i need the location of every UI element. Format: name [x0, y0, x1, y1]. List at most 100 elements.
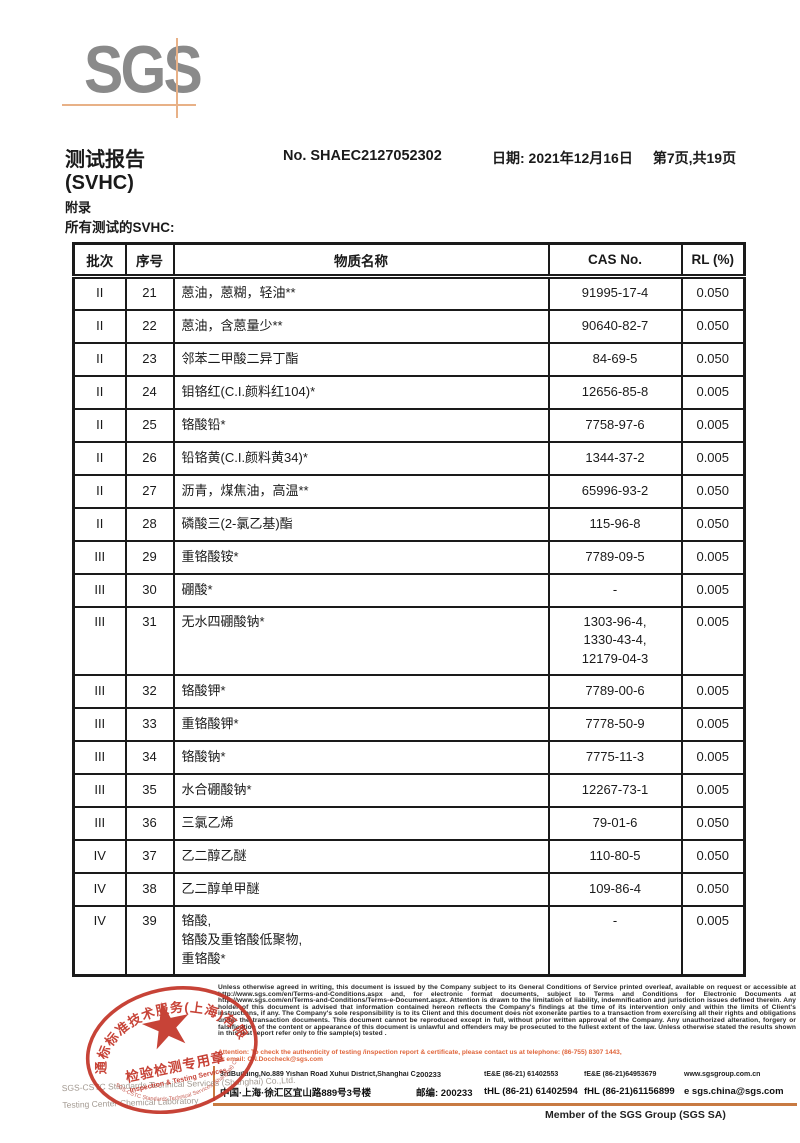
- cell-rl: 0.005: [680, 674, 746, 710]
- cell-seq: 28: [124, 506, 175, 542]
- table-row: II 25 铬酸铅* 7758-97-6 0.005: [72, 407, 746, 443]
- cell-batch: IV: [72, 905, 127, 977]
- cell-cas: 7778-50-9: [547, 707, 683, 743]
- cell-batch: II: [72, 407, 127, 443]
- report-date: 日期: 2021年12月16日: [492, 150, 633, 166]
- cell-substance: 三氯乙烯: [172, 806, 550, 842]
- table-row: III 36 三氯乙烯 79-01-6 0.050: [72, 806, 746, 842]
- cell-substance: 铬酸铅*: [172, 407, 550, 443]
- address-cn-zip: 邮编: 200233: [416, 1087, 473, 1099]
- table-row: III 34 铬酸钠* 7775-11-3 0.005: [72, 740, 746, 776]
- address-row-en: 3rdBuilding,No.889 Yishan Road Xuhui Dis…: [220, 1066, 797, 1082]
- website: www.sgsgroup.com.cn: [684, 1070, 761, 1078]
- stamp-star-icon: [141, 1002, 189, 1050]
- date-page-row: 日期: 2021年12月16日 第7页,共19页: [492, 148, 736, 168]
- cell-batch: III: [72, 674, 127, 710]
- cell-cas: 7789-09-5: [547, 539, 683, 575]
- cell-batch: II: [72, 341, 127, 377]
- cell-seq: 33: [124, 707, 175, 743]
- table-row: IV 37 乙二醇乙醚 110-80-5 0.050: [72, 839, 746, 875]
- cell-substance: 无水四硼酸钠*: [172, 605, 550, 677]
- cell-rl: 0.050: [680, 839, 746, 875]
- cell-rl: 0.050: [680, 506, 746, 542]
- cell-rl: 0.050: [680, 473, 746, 509]
- cell-batch: II: [72, 308, 127, 344]
- sgs-logo: SGS: [84, 31, 203, 108]
- cell-seq: 27: [124, 473, 175, 509]
- cell-cas: 12656-85-8: [547, 374, 683, 410]
- cell-cas: 7789-00-6: [547, 674, 683, 710]
- cell-rl: 0.050: [680, 308, 746, 344]
- col-header-substance: 物质名称: [172, 242, 550, 279]
- cell-rl: 0.005: [680, 707, 746, 743]
- address-cn: 中国·上海·徐汇区宜山路889号3号楼: [220, 1087, 371, 1099]
- address-en-zip: 200233: [416, 1069, 442, 1079]
- cell-substance: 蒽油，蒽糊，轻油**: [172, 275, 550, 311]
- cell-seq: 22: [124, 308, 175, 344]
- cell-seq: 23: [124, 341, 175, 377]
- cell-cas: 91995-17-4: [547, 275, 683, 311]
- cell-seq: 32: [124, 674, 175, 710]
- cell-seq: 29: [124, 539, 175, 575]
- cell-substance: 乙二醇单甲醚: [172, 872, 550, 908]
- tel-en: tE&E (86-21) 61402553: [484, 1070, 559, 1078]
- cell-cas: 84-69-5: [547, 341, 683, 377]
- cell-rl: 0.005: [680, 407, 746, 443]
- cell-rl: 0.050: [680, 872, 746, 908]
- cell-substance: 沥青，煤焦油，高温**: [172, 473, 550, 509]
- cell-rl: 0.005: [680, 539, 746, 575]
- cell-batch: III: [72, 773, 127, 809]
- cell-seq: 35: [124, 773, 175, 809]
- cell-substance: 乙二醇乙醚: [172, 839, 550, 875]
- cell-rl: 0.005: [680, 605, 746, 677]
- cell-substance: 邻苯二甲酸二异丁酯: [172, 341, 550, 377]
- cell-substance: 重铬酸钾*: [172, 707, 550, 743]
- report-title: 测试报告: [65, 149, 145, 171]
- cell-substance: 硼酸*: [172, 572, 550, 608]
- cell-substance: 铬酸, 铬酸及重铬酸低聚物, 重铬酸*: [172, 905, 550, 977]
- cell-seq: 21: [124, 275, 175, 311]
- table-row: II 24 钼铬红(C.I.颜料红104)* 12656-85-8 0.005: [72, 374, 746, 410]
- cell-cas: 12267-73-1: [547, 773, 683, 809]
- table-row: II 21 蒽油，蒽糊，轻油** 91995-17-4 0.050: [72, 275, 746, 311]
- cell-batch: III: [72, 806, 127, 842]
- table-row: III 31 无水四硼酸钠* 1303-96-4, 1330-43-4, 12179-…: [72, 605, 746, 677]
- attention-line1: Attention: To check the authenticity of …: [218, 1049, 622, 1056]
- table-row: III 30 硼酸* -0.005: [72, 572, 746, 608]
- table-row: IV 39 铬酸, 铬酸及重铬酸低聚物, 重铬酸* -0.005: [72, 905, 746, 977]
- tel-cn: tHL (86-21) 61402594: [484, 1086, 578, 1097]
- cell-cas: 115-96-8: [547, 506, 683, 542]
- legal-disclaimer: Unless otherwise agreed in writing, this…: [218, 984, 796, 1038]
- cell-rl: 0.050: [680, 275, 746, 311]
- appendix-label: 附录: [65, 200, 92, 215]
- cell-seq: 34: [124, 740, 175, 776]
- stamp-seal-icon: 通标标准技术服务(上海)有限公司 检验检测专用章 Inspection & Te…: [54, 955, 258, 1121]
- cell-rl: 0.005: [680, 374, 746, 410]
- table-row: II 23 邻苯二甲酸二异丁酯 84-69-5 0.050: [72, 341, 746, 377]
- cell-batch: II: [72, 275, 127, 311]
- page-indicator: 第7页,共19页: [652, 150, 737, 166]
- attention-line2: or email: CN.Doccheck@sgs.com: [218, 1055, 324, 1063]
- cell-rl: 0.005: [680, 440, 746, 476]
- col-header-rl: RL (%): [680, 242, 746, 279]
- cell-substance: 铅铬黄(C.I.颜料黄34)*: [172, 440, 550, 476]
- cell-cas: -: [547, 905, 683, 977]
- address-en: 3rdBuilding,No.889 Yishan Road Xuhui Dis…: [220, 1070, 416, 1078]
- cell-batch: IV: [72, 839, 127, 875]
- cell-cas: 110-80-5: [547, 839, 683, 875]
- cell-seq: 30: [124, 572, 175, 608]
- cell-batch: II: [72, 440, 127, 476]
- cell-cas: 1303-96-4, 1330-43-4, 12179-04-3: [547, 605, 683, 677]
- cell-batch: III: [72, 605, 127, 677]
- cell-substance: 钼铬红(C.I.颜料红104)*: [172, 374, 550, 410]
- cell-cas: 7758-97-6: [547, 407, 683, 443]
- cell-cas: 90640-82-7: [547, 308, 683, 344]
- cell-seq: 39: [124, 905, 175, 977]
- cell-seq: 37: [124, 839, 175, 875]
- cell-batch: III: [72, 707, 127, 743]
- cell-rl: 0.005: [680, 773, 746, 809]
- col-header-batch: 批次: [72, 242, 127, 279]
- table-row: II 26 铅铬黄(C.I.颜料黄34)* 1344-37-2 0.005: [72, 440, 746, 476]
- table-row: II 22 蒽油，含蒽量少** 90640-82-7 0.050: [72, 308, 746, 344]
- cell-seq: 26: [124, 440, 175, 476]
